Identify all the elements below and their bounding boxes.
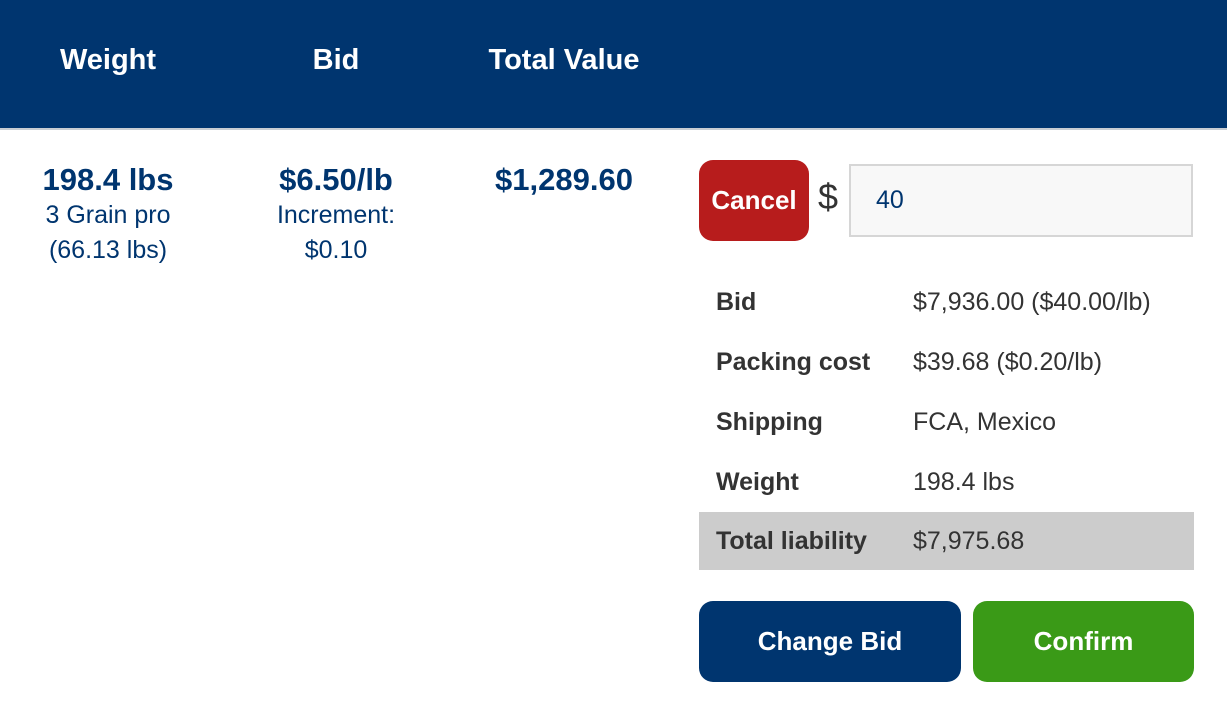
bid-amount-input[interactable] [849, 164, 1193, 237]
summary-value: 198.4 lbs [913, 467, 1015, 496]
summary-label: Shipping [716, 407, 823, 436]
table-header: Weight Bid Total Value [0, 0, 1227, 130]
summary-value: $7,975.68 [913, 526, 1025, 555]
summary-value: $39.68 ($0.20/lb) [913, 347, 1103, 376]
summary-label: Bid [716, 287, 757, 316]
summary-label: Weight [716, 467, 799, 496]
summary-label: Packing cost [716, 347, 871, 376]
currency-symbol: $ [818, 176, 839, 217]
summary-row-shipping: Shipping FCA, Mexico [699, 392, 1194, 452]
header-weight: Weight [59, 44, 157, 76]
header-total-value: Total Value [488, 44, 640, 76]
bid-value: $6.50/lb [279, 162, 393, 197]
cancel-button[interactable]: Cancel [699, 160, 809, 241]
summary-label: Total liability [716, 526, 867, 555]
increment-label: Increment: [276, 201, 396, 229]
total-value-cell: $1,289.60 [464, 162, 664, 198]
summary-row-packing-cost: Packing cost $39.68 ($0.20/lb) [699, 332, 1194, 392]
weight-cell: 198.4 lbs 3 Grain pro (66.13 lbs) [8, 162, 208, 268]
weight-value: 198.4 lbs [42, 162, 174, 197]
summary-row-bid: Bid $7,936.00 ($40.00/lb) [699, 272, 1194, 332]
summary-value: $7,936.00 ($40.00/lb) [913, 287, 1151, 316]
bid-summary: Bid $7,936.00 ($40.00/lb) Packing cost $… [699, 272, 1194, 570]
confirm-button[interactable]: Confirm [973, 601, 1194, 682]
summary-row-total-liability: Total liability $7,975.68 [699, 512, 1194, 570]
bid-cell: $6.50/lb Increment: $0.10 [236, 162, 436, 268]
change-bid-button[interactable]: Change Bid [699, 601, 961, 682]
increment-value: $0.10 [304, 236, 368, 264]
weight-detail-per-unit: (66.13 lbs) [48, 236, 168, 264]
summary-row-weight: Weight 198.4 lbs [699, 452, 1194, 512]
summary-value: FCA, Mexico [913, 407, 1057, 436]
weight-detail-packaging: 3 Grain pro [45, 201, 171, 229]
total-value: $1,289.60 [495, 162, 633, 197]
header-bid: Bid [312, 44, 360, 76]
